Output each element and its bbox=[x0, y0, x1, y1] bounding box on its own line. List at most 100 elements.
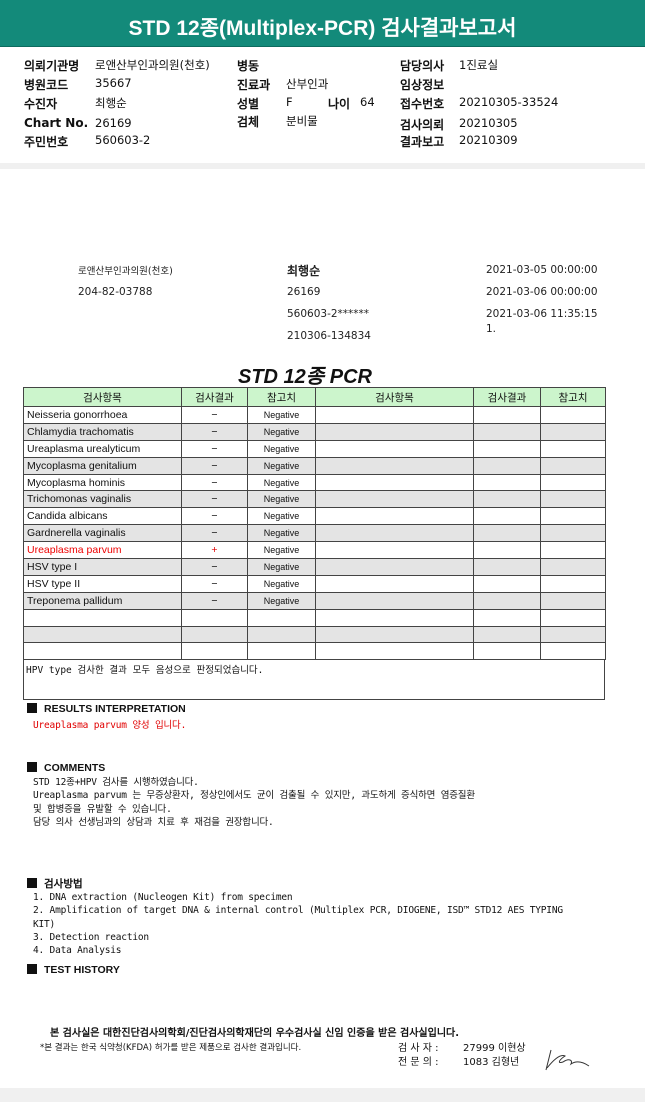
cell-empty bbox=[473, 406, 541, 424]
cell-result: − bbox=[181, 406, 248, 424]
table-row: Gardnerella vaginalis − Negative bbox=[23, 524, 606, 543]
label: 병원코드 bbox=[24, 78, 69, 92]
cell-name bbox=[23, 608, 182, 627]
cell-name: Ureaplasma parvum bbox=[23, 541, 182, 560]
cell-ref: Negative bbox=[247, 422, 316, 441]
text-line: 및 합병증을 유발할 수 있습니다. bbox=[33, 803, 172, 815]
value: 20210305 bbox=[459, 116, 518, 130]
patient-name: 최행순 bbox=[287, 264, 321, 278]
hpv-note: HPV type 검사한 결과 모두 음성으로 판정되었습니다. bbox=[23, 659, 605, 700]
cell-empty bbox=[473, 473, 541, 492]
cell-empty bbox=[540, 608, 606, 627]
cell-empty bbox=[315, 558, 474, 576]
cell-empty bbox=[315, 490, 474, 509]
cell-empty bbox=[473, 439, 541, 458]
label: 나이 bbox=[328, 97, 351, 111]
cell-name: Mycoplasma hominis bbox=[23, 473, 182, 492]
date: 2021-03-05 00:00:00 bbox=[486, 264, 598, 276]
text-line: STD 12종+HPV 검사를 시행하였습니다. bbox=[33, 777, 199, 788]
cell-ref bbox=[247, 642, 316, 661]
cell-empty bbox=[315, 507, 474, 526]
cell-name: Gardnerella vaginalis bbox=[23, 524, 182, 543]
label: 검사의뢰 bbox=[400, 118, 445, 132]
cell-empty bbox=[540, 490, 606, 509]
table-row: Candida albicans − Negative bbox=[23, 507, 606, 526]
cell-ref: Negative bbox=[247, 558, 316, 576]
cell-name: Candida albicans bbox=[23, 507, 182, 526]
section-comments: COMMENTS bbox=[27, 762, 105, 774]
column-header: 검사항목 bbox=[315, 387, 474, 407]
cell-empty bbox=[540, 456, 606, 475]
cell-name: HSV type I bbox=[23, 558, 182, 576]
table-row: HSV type I − Negative bbox=[23, 558, 606, 576]
cell-empty bbox=[540, 558, 606, 576]
cell-result bbox=[181, 608, 248, 627]
column-header: 참고치 bbox=[247, 387, 316, 407]
cell-empty bbox=[473, 558, 541, 576]
table-row: Mycoplasma genitalium − Negative bbox=[23, 456, 606, 475]
cell-empty bbox=[315, 625, 474, 644]
cell-empty bbox=[540, 473, 606, 492]
value: 35667 bbox=[95, 76, 132, 90]
tester-label: 검 사 자 : bbox=[398, 1043, 439, 1054]
cell-result: − bbox=[181, 473, 248, 492]
cell-ref: Negative bbox=[247, 490, 316, 509]
column-header: 검사결과 bbox=[181, 387, 248, 407]
cell-empty bbox=[315, 439, 474, 458]
cell-result: − bbox=[181, 422, 248, 441]
footer-bar bbox=[0, 1088, 645, 1102]
table-row: HSV type II − Negative bbox=[23, 574, 606, 593]
cell-empty bbox=[315, 406, 474, 424]
column-header: 참고치 bbox=[540, 387, 606, 407]
cell-ref: Negative bbox=[247, 406, 316, 424]
cell-ref bbox=[247, 608, 316, 627]
table-row: Ureaplasma parvum + Negative bbox=[23, 541, 606, 560]
value: 20210309 bbox=[459, 133, 518, 147]
report-title: STD 12종(Multiplex-PCR) 검사결과보고서 bbox=[0, 0, 645, 47]
specialist: 1083 김형년 bbox=[463, 1057, 520, 1068]
label: 진료과 bbox=[237, 78, 271, 92]
value: 26169 bbox=[95, 116, 132, 130]
value: F bbox=[286, 95, 293, 109]
value: 산부인과 bbox=[286, 77, 329, 91]
text-line: 1. DNA extraction (Nucleogen Kit) from s… bbox=[33, 892, 293, 903]
label: 결과보고 bbox=[400, 135, 445, 149]
text-line: 4. Data Analysis bbox=[33, 945, 122, 957]
cell-empty bbox=[315, 608, 474, 627]
kfda-text: *본 결과는 한국 식약청(KFDA) 허가를 받은 제품으로 검사한 결과입니… bbox=[40, 1043, 302, 1053]
section-method: 검사방법 bbox=[27, 876, 83, 891]
cell-empty bbox=[315, 473, 474, 492]
results-table: 검사항목 검사결과 참고치 검사항목 검사결과 참고치 Neisseria gonorrh… bbox=[23, 387, 606, 661]
cell-empty bbox=[473, 507, 541, 526]
cell-empty bbox=[473, 422, 541, 441]
cell-name: Mycoplasma genitalium bbox=[23, 456, 182, 475]
certification-text: 본 검사실은 대한진단검사의학회/진단검사의학재단의 우수검사실 신임 인증을 … bbox=[50, 1028, 460, 1039]
cell-result: − bbox=[181, 574, 248, 593]
cell-empty bbox=[315, 591, 474, 610]
cell-empty bbox=[473, 574, 541, 593]
interpretation-text: Ureaplasma parvum 양성 입니다. bbox=[33, 720, 187, 731]
method-text: 1. DNA extraction (Nucleogen Kit) from s… bbox=[33, 891, 563, 957]
section-test-history: TEST HISTORY bbox=[27, 964, 120, 976]
cell-name bbox=[23, 642, 182, 661]
value: 1진료실 bbox=[459, 58, 499, 72]
clinic-name: 로앤산부인과의원(천호) bbox=[78, 266, 173, 277]
chart-number: 26169 bbox=[287, 286, 321, 298]
cell-empty bbox=[315, 541, 474, 560]
cell-ref: Negative bbox=[247, 524, 316, 543]
cell-empty bbox=[473, 642, 541, 661]
cell-empty bbox=[473, 524, 541, 543]
label: 임상정보 bbox=[400, 78, 445, 92]
cell-ref bbox=[247, 625, 316, 644]
value: 분비물 bbox=[286, 114, 318, 128]
table-row: Ureaplasma urealyticum − Negative bbox=[23, 439, 606, 458]
cell-name: HSV type II bbox=[23, 574, 182, 593]
cell-empty bbox=[540, 591, 606, 610]
cell-empty bbox=[315, 422, 474, 441]
cell-ref: Negative bbox=[247, 473, 316, 492]
table-row bbox=[23, 642, 606, 661]
cell-empty bbox=[540, 524, 606, 543]
table-row: Neisseria gonorrhoea − Negative bbox=[23, 406, 606, 424]
text-line: 담당 의사 선생님과의 상담과 치료 후 재검을 권장합니다. bbox=[33, 816, 274, 828]
date: 2021-03-06 00:00:00 bbox=[486, 286, 598, 298]
